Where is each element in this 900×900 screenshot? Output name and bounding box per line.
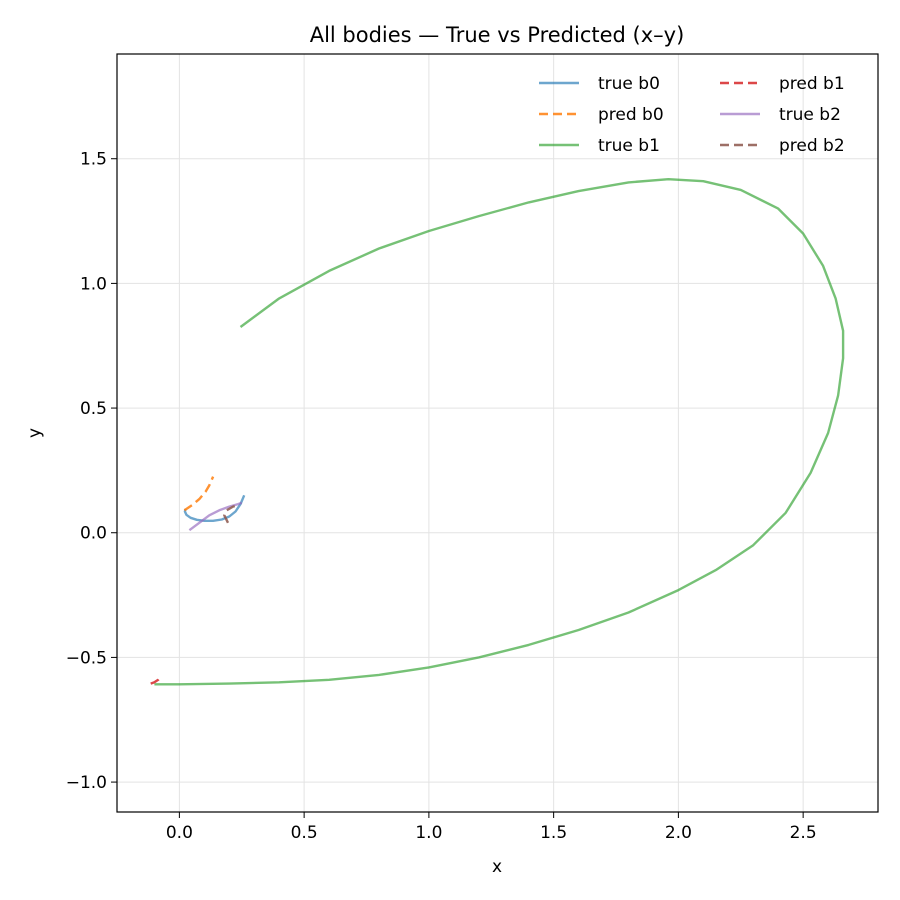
y-tick-label: 1.0 bbox=[80, 274, 107, 294]
legend-label: true b1 bbox=[598, 136, 660, 156]
series-line-true-b0 bbox=[183, 494, 246, 522]
y-tick-label: 0.5 bbox=[80, 399, 107, 419]
y-tick-label: 1.5 bbox=[80, 150, 107, 170]
series-line-true-b1 bbox=[154, 178, 845, 686]
plot-frame bbox=[116, 53, 879, 813]
legend-label: true b0 bbox=[598, 74, 660, 94]
series-line-pred-b2 bbox=[223, 503, 240, 524]
y-tick-label: 0.0 bbox=[80, 524, 107, 544]
series-line-true-b2 bbox=[188, 501, 243, 532]
x-tick-label: 2.5 bbox=[790, 823, 817, 843]
x-tick-label: 0.0 bbox=[166, 823, 193, 843]
x-tick-label: 0.5 bbox=[291, 823, 318, 843]
legend-label: pred b1 bbox=[779, 74, 845, 94]
x-tick-label: 1.5 bbox=[540, 823, 567, 843]
series-layer bbox=[150, 178, 845, 686]
grid bbox=[117, 54, 878, 812]
y-tick-label: −1.0 bbox=[66, 773, 107, 793]
x-tick-label: 2.0 bbox=[665, 823, 692, 843]
y-tick-label: −0.5 bbox=[66, 648, 107, 668]
series-line-pred-b0 bbox=[183, 476, 215, 512]
series-line-pred-b1 bbox=[150, 676, 162, 685]
x-tick-label: 1.0 bbox=[415, 823, 442, 843]
legend-label: true b2 bbox=[779, 105, 841, 125]
legend-label: pred b2 bbox=[779, 136, 845, 156]
x-axis: 0.0 0.5 1.0 1.5 2.0 2.5 bbox=[166, 812, 817, 843]
y-axis: −1.0 −0.5 0.0 0.5 1.0 1.5 bbox=[66, 150, 117, 793]
x-axis-label: x bbox=[492, 857, 502, 877]
legend: true b0 pred b0 true b1 pred b1 true b2 pred … bbox=[539, 74, 845, 156]
legend-label: pred b0 bbox=[598, 105, 664, 125]
y-axis-label: y bbox=[25, 428, 45, 438]
chart-title: All bodies — True vs Predicted (x–y) bbox=[310, 23, 685, 47]
